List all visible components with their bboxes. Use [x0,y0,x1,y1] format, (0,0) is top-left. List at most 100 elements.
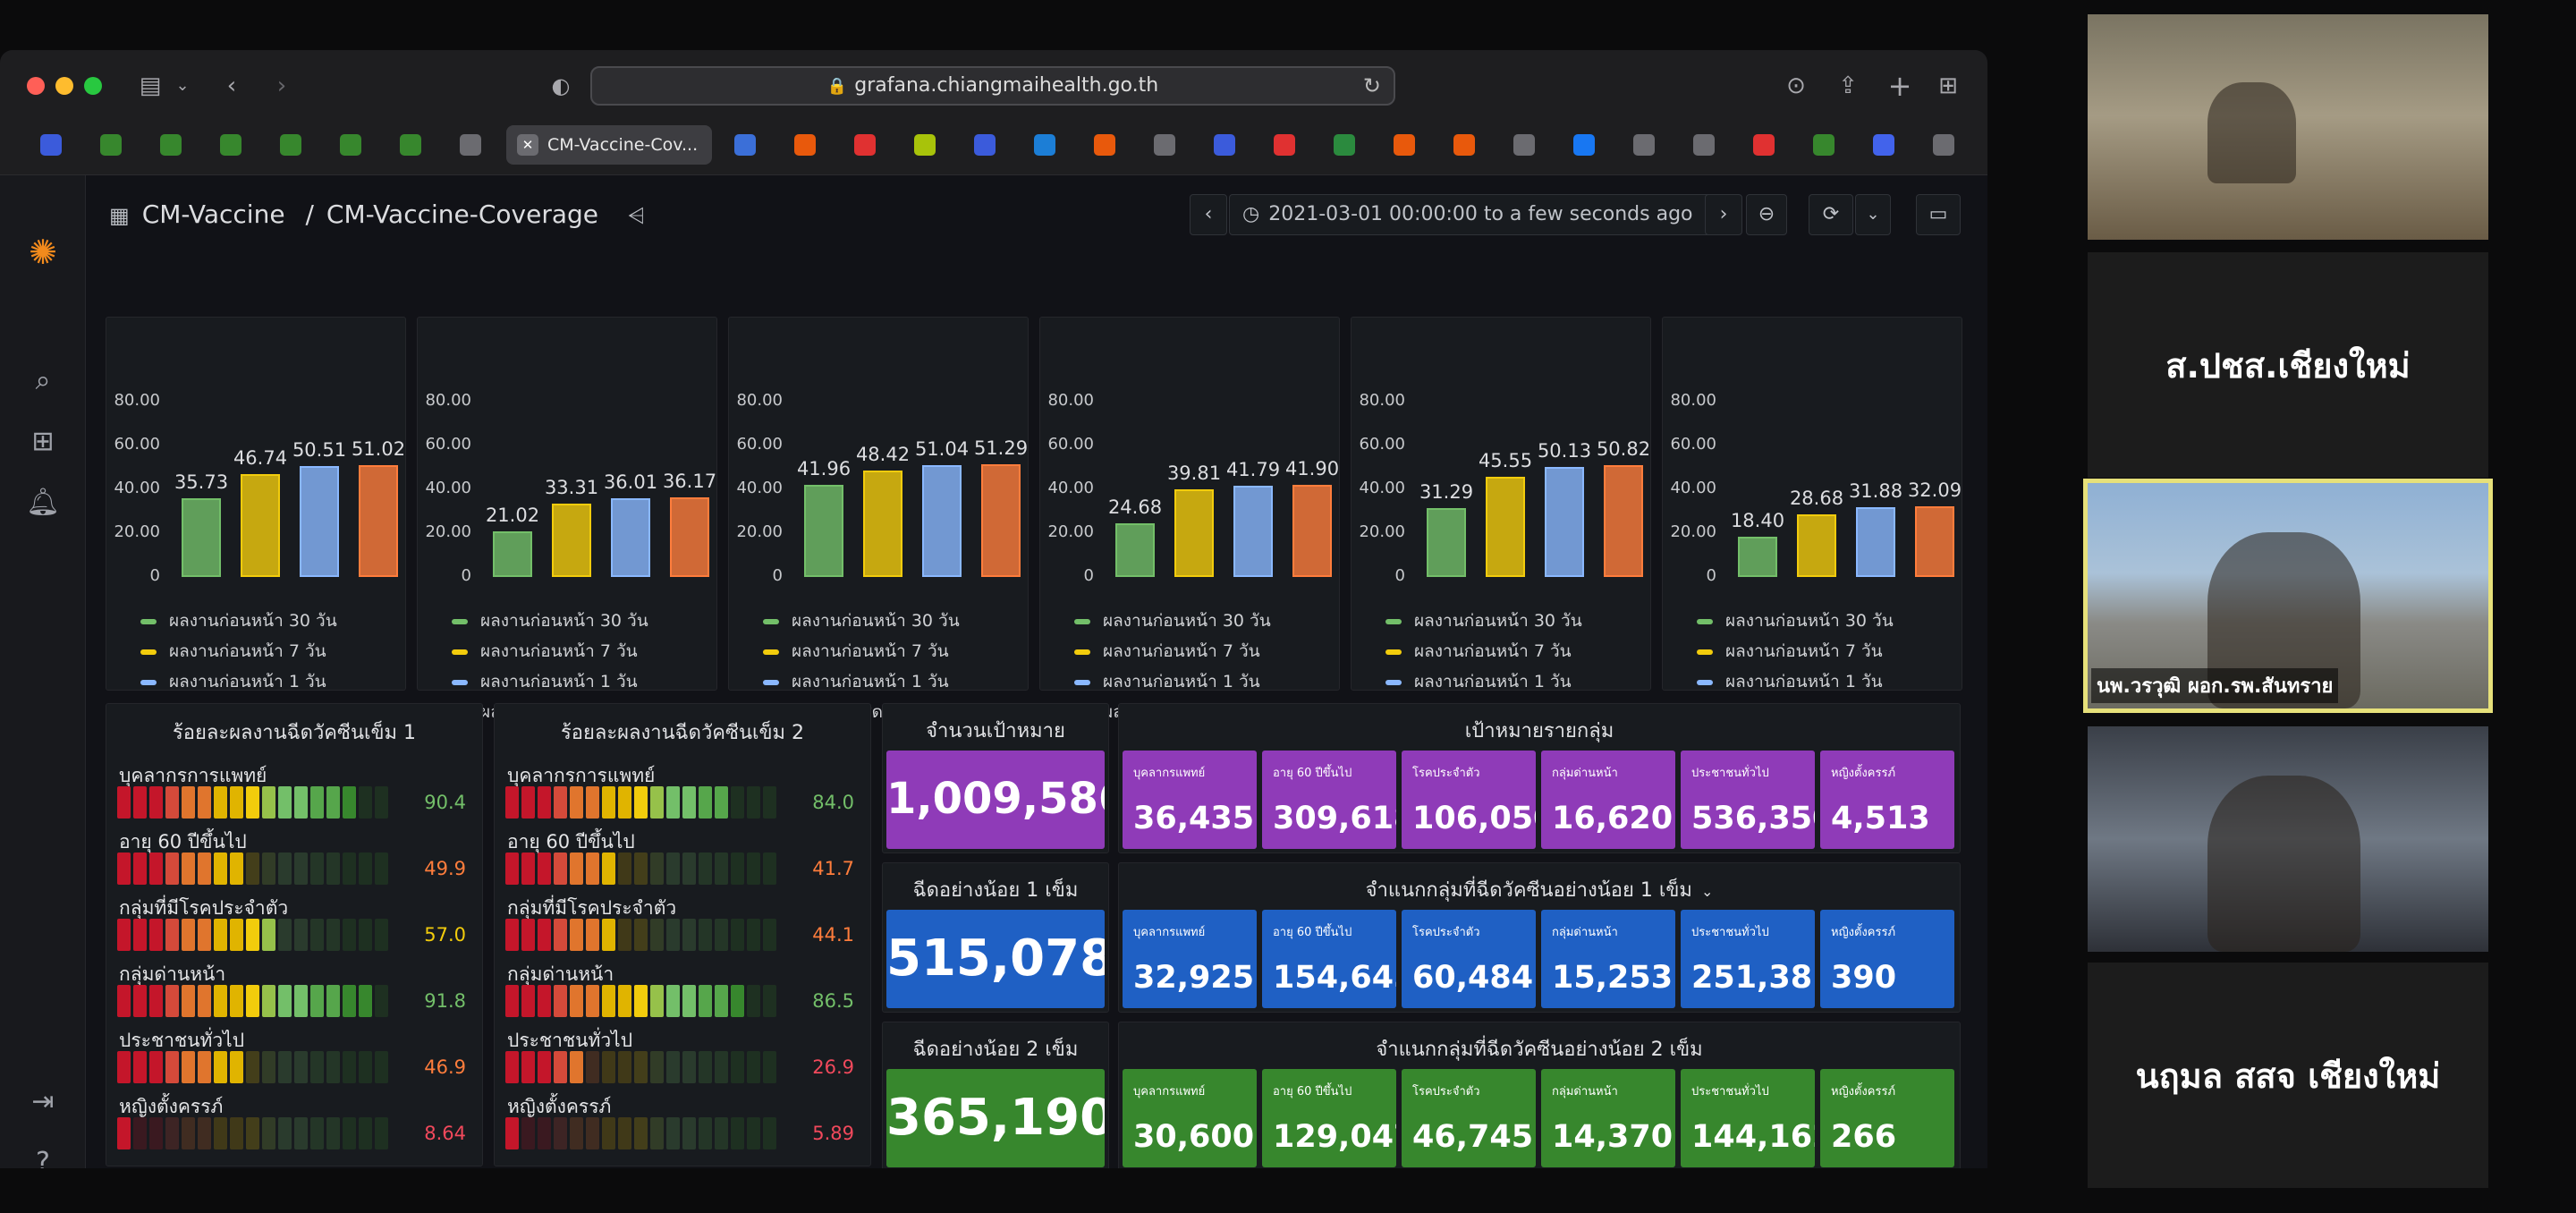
bar-1[interactable] [1427,508,1466,577]
legend-item[interactable]: ผลงานก่อนหน้า 7 วัน [452,638,638,665]
close-window-button[interactable] [27,77,45,95]
new-tab-icon[interactable]: + [1887,69,1912,103]
bar-3[interactable] [1856,506,1895,577]
time-shift-back-button[interactable]: ‹ [1190,194,1227,235]
address-bar[interactable]: 🔒 grafana.chiangmaihealth.go.th ↻ [590,66,1395,106]
bar-1[interactable] [1115,522,1155,577]
tab-20[interactable] [1320,125,1368,165]
tab-19[interactable] [1260,125,1309,165]
tab-17[interactable] [1140,125,1189,165]
tab-8[interactable] [446,125,495,165]
participant-tile[interactable] [2088,726,2488,952]
tab-6[interactable] [326,125,375,165]
sign-in-icon[interactable]: ⇥ [31,1086,55,1117]
bar-4[interactable] [981,464,1021,577]
legend-item[interactable]: ผลงานก่อนหน้า 7 วัน [140,638,326,665]
time-range-picker[interactable]: ◷ 2021-03-01 00:00:00 to a few seconds ag… [1229,194,1719,235]
legend-item[interactable]: ผลงานก่อนหน้า 1 วัน [1385,668,1572,695]
participant-tile[interactable] [2088,14,2488,240]
bar-1[interactable] [804,485,843,577]
reload-icon[interactable]: ↻ [1362,73,1381,98]
tab-27[interactable] [1740,125,1788,165]
bar-4[interactable] [359,465,398,577]
tab-overview-icon[interactable]: ⊞ [1938,72,1958,99]
tab-active[interactable]: ✕ CM-Vaccine-Cov... [506,125,712,165]
refresh-icon[interactable]: ⟳ [1809,194,1853,235]
legend-item[interactable]: ผลงานก่อนหน้า 1 วัน [1074,668,1260,695]
legend-item[interactable]: ผลงานก่อนหน้า 30 วัน [452,607,648,634]
legend-item[interactable]: ผลงานก่อนหน้า 1 วัน [1697,668,1883,695]
bar-4[interactable] [670,497,709,577]
legend-item[interactable]: ผลงานก่อนหน้า 7 วัน [1385,638,1572,665]
tab-23[interactable] [1500,125,1548,165]
tab-16[interactable] [1080,125,1129,165]
participant-tile[interactable]: นพ.วรวุฒิ ผอก.รพ.สันทราย [2083,479,2493,713]
bar-2[interactable] [241,474,280,577]
refresh-interval-dropdown[interactable]: ⌄ [1855,194,1891,235]
tab-29[interactable] [1860,125,1908,165]
tab-25[interactable] [1620,125,1668,165]
tab-14[interactable] [961,125,1009,165]
legend-item[interactable]: ผลงานก่อนหน้า 1 วัน [763,668,949,695]
tab-15[interactable] [1021,125,1069,165]
bar-1[interactable] [493,530,532,577]
tab-3[interactable] [147,125,195,165]
tab-18[interactable] [1200,125,1249,165]
legend-item[interactable]: ผลงานก่อนหน้า 30 วัน [1385,607,1582,634]
bar-2[interactable] [552,504,591,577]
bar-3[interactable] [300,466,339,577]
dashboards-icon[interactable]: ⊞ [31,426,55,457]
share-dashboard-icon[interactable]: ⩤ [627,203,646,228]
tab-13[interactable] [901,125,949,165]
tab-7[interactable] [386,125,435,165]
tab-21[interactable] [1380,125,1428,165]
bar-2[interactable] [863,471,902,577]
dashboard-title[interactable]: CM-Vaccine-Coverage [326,199,598,229]
tab-2[interactable] [87,125,135,165]
time-shift-forward-button[interactable]: › [1705,194,1742,235]
bar-2[interactable] [1174,489,1214,577]
bar-3[interactable] [922,464,962,577]
legend-item[interactable]: ผลงานก่อนหน้า 30 วัน [1074,607,1271,634]
breadcrumb-folder[interactable]: CM-Vaccine [141,199,285,229]
legend-item[interactable]: ผลงานก่อนหน้า 1 วัน [140,668,326,695]
bar-2[interactable] [1486,477,1525,577]
forward-icon[interactable]: › [276,72,287,99]
bar-2[interactable] [1797,513,1836,577]
chevron-down-icon[interactable]: ⌄ [1700,883,1714,900]
minimize-window-button[interactable] [55,77,73,95]
tab-22[interactable] [1440,125,1488,165]
legend-item[interactable]: ผลงานก่อนหน้า 30 วัน [140,607,337,634]
participant-tile[interactable]: นฤมล สสจ เชียงใหม่ [2088,963,2488,1188]
legend-item[interactable]: ผลงานก่อนหน้า 30 วัน [763,607,960,634]
legend-item[interactable]: ผลงานก่อนหน้า 7 วัน [763,638,949,665]
chevron-down-icon[interactable]: ⌄ [175,76,190,95]
tab-24[interactable] [1560,125,1608,165]
participant-tile[interactable]: ส.ปชส.เชียงใหม่ [2088,252,2488,478]
tab-11[interactable] [781,125,829,165]
legend-item[interactable]: ผลงานก่อนหน้า 7 วัน [1074,638,1260,665]
downloads-icon[interactable]: ⊙ [1786,72,1806,99]
bar-1[interactable] [182,498,221,577]
tab-26[interactable] [1680,125,1728,165]
zoom-out-icon[interactable]: ⊖ [1746,194,1787,235]
legend-item[interactable]: ผลงานก่อนหน้า 7 วัน [1697,638,1883,665]
tab-5[interactable] [267,125,315,165]
legend-item[interactable]: ผลงานก่อนหน้า 1 วัน [452,668,638,695]
grafana-logo-icon[interactable]: ✺ [29,233,57,272]
tab-12[interactable] [841,125,889,165]
tab-28[interactable] [1800,125,1848,165]
bar-3[interactable] [1233,485,1273,577]
bar-3[interactable] [611,497,650,577]
panel-title-text[interactable]: จำแนกกลุ่มที่ฉีดวัคซีนอย่างน้อย 1 เข็ม [1365,879,1692,902]
tab-4[interactable] [207,125,255,165]
sidebar-toggle-icon[interactable]: ▤ [139,72,162,99]
tv-mode-icon[interactable]: ▭ [1916,194,1961,235]
tab-30[interactable] [1919,125,1968,165]
bar-4[interactable] [1915,506,1954,577]
share-icon[interactable]: ⇪ [1838,72,1858,99]
tab-1[interactable] [27,125,75,165]
tab-10[interactable] [721,125,769,165]
alerting-bell-icon[interactable]: 🔔︎ [25,487,61,518]
bar-1[interactable] [1738,536,1777,577]
